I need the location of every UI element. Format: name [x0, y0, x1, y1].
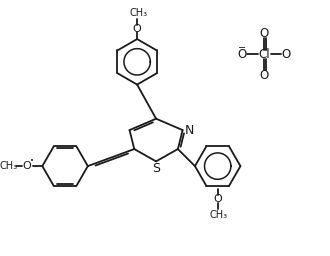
Text: S: S: [152, 162, 160, 175]
Text: O: O: [281, 48, 291, 61]
Text: CH₃: CH₃: [210, 210, 228, 220]
Text: O: O: [23, 161, 32, 171]
Text: O: O: [133, 24, 142, 34]
Text: O: O: [259, 27, 269, 40]
Text: O: O: [259, 69, 269, 82]
Text: N: N: [184, 124, 194, 137]
Text: •: •: [30, 158, 34, 164]
Text: −: −: [238, 42, 247, 53]
Text: CH₃: CH₃: [129, 7, 147, 18]
Text: O: O: [238, 48, 247, 61]
Text: O: O: [213, 194, 222, 204]
Text: Cl: Cl: [258, 48, 270, 61]
Text: CH₃: CH₃: [0, 161, 17, 171]
